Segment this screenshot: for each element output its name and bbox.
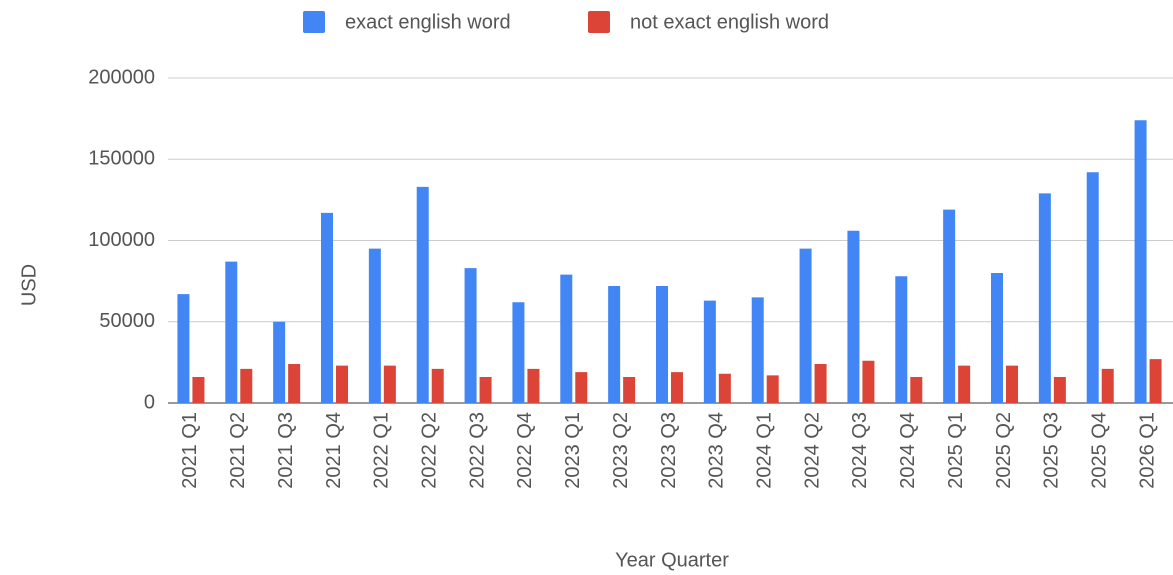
x-tick-label: 2025 Q1 [945, 412, 967, 489]
bar [751, 297, 764, 403]
bar [431, 368, 444, 403]
bar [1134, 120, 1147, 403]
bar [608, 286, 621, 403]
bar [512, 302, 525, 403]
x-tick-label: 2021 Q2 [227, 412, 249, 489]
x-tick-label: 2021 Q3 [275, 412, 297, 489]
bar [958, 365, 971, 403]
bar [416, 186, 429, 403]
bar [383, 365, 396, 403]
bar [847, 230, 860, 403]
bar [1006, 365, 1018, 403]
bar [288, 364, 301, 403]
y-tick-label: 100000 [88, 229, 155, 251]
bar [225, 261, 238, 403]
bar [1101, 368, 1114, 403]
x-tick-label: 2021 Q4 [323, 412, 345, 489]
bar [718, 373, 731, 403]
bar [943, 209, 956, 403]
bar [321, 212, 333, 403]
x-tick-label: 2025 Q2 [993, 412, 1015, 489]
x-tick-label: 2023 Q3 [658, 412, 680, 489]
bar [1038, 193, 1051, 403]
bar [1086, 172, 1099, 403]
bar [1149, 359, 1162, 403]
legend-label: not exact english word [630, 11, 829, 33]
bar [192, 377, 205, 403]
y-tick-label: 0 [144, 391, 155, 413]
bar [527, 368, 540, 403]
y-tick-label: 200000 [88, 66, 155, 88]
legend-swatch [303, 11, 325, 33]
bar [799, 248, 812, 403]
bar [479, 377, 492, 403]
bar [895, 276, 908, 403]
bar [177, 294, 190, 403]
x-tick-label: 2022 Q1 [371, 412, 393, 489]
bar [368, 248, 381, 403]
x-tick-label: 2025 Q4 [1088, 412, 1110, 489]
bar [910, 377, 923, 403]
bar [560, 274, 573, 403]
x-tick-label: 2024 Q4 [897, 412, 919, 489]
x-tick-label: 2022 Q3 [466, 412, 488, 489]
y-axis-title: USD [18, 264, 40, 306]
bar [240, 368, 253, 403]
x-tick-label: 2025 Q3 [1041, 412, 1063, 489]
x-tick-label: 2026 Q1 [1136, 412, 1158, 489]
bar [575, 372, 588, 403]
legend-label: exact english word [345, 11, 511, 33]
x-tick-label: 2023 Q4 [706, 412, 728, 489]
bar [671, 372, 683, 403]
x-tick-label: 2022 Q2 [418, 412, 440, 489]
bar [273, 321, 286, 403]
bar [703, 300, 716, 403]
bar [766, 375, 779, 403]
y-tick-label: 50000 [99, 310, 155, 332]
bar [814, 364, 827, 403]
bar [336, 365, 348, 403]
legend-swatch [588, 11, 610, 33]
x-tick-label: 2022 Q4 [514, 412, 536, 489]
y-tick-label: 150000 [88, 148, 155, 170]
x-tick-label: 2023 Q2 [610, 412, 632, 489]
bar [464, 268, 477, 403]
x-tick-label: 2024 Q3 [849, 412, 871, 489]
bar [656, 286, 668, 403]
x-axis-title: Year Quarter [615, 549, 729, 571]
x-tick-label: 2023 Q1 [562, 412, 584, 489]
bar [1053, 377, 1066, 403]
bar [862, 360, 875, 403]
x-tick-label: 2021 Q1 [179, 412, 201, 489]
x-tick-label: 2024 Q1 [753, 412, 775, 489]
bar [991, 273, 1003, 403]
bar [623, 377, 636, 403]
x-tick-label: 2024 Q2 [801, 412, 823, 489]
